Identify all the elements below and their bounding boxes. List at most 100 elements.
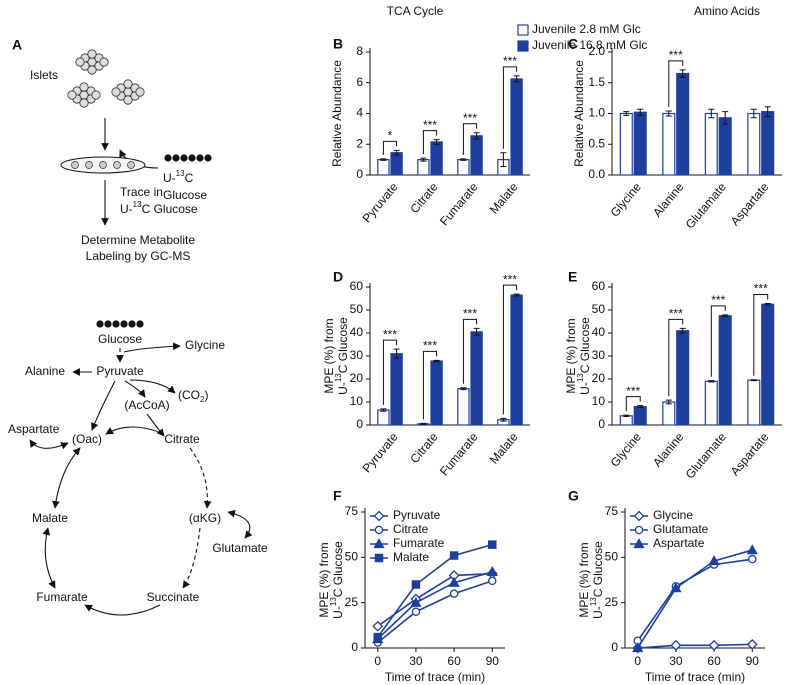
error-bar <box>460 387 467 391</box>
bar <box>633 406 647 426</box>
significance-label: *** <box>423 339 437 353</box>
y-tick-label: 8 <box>356 44 363 58</box>
significance-label: *** <box>711 293 725 307</box>
node: Glycine <box>185 338 225 352</box>
carbon-dot <box>136 320 144 328</box>
line <box>377 571 493 640</box>
y-tick-label: 40 <box>592 325 606 339</box>
point <box>410 596 422 607</box>
chart-title: Amino Acids <box>694 4 760 18</box>
x-tick-label: Glycine <box>608 180 645 220</box>
legend-label: Aspartate <box>653 536 705 550</box>
node: Aspartate <box>8 422 60 436</box>
point <box>708 555 720 566</box>
diagram: A Islets U-13C Glucose Trace in U-13C Gl… <box>8 37 268 616</box>
point <box>748 554 757 564</box>
carbon-dot <box>128 320 136 328</box>
legend-marker <box>374 525 384 535</box>
chart-title: TCA Cycle <box>387 4 444 18</box>
node: (Oac) <box>72 432 102 446</box>
y-tick-label: 25 <box>605 595 619 609</box>
x-tick-label: 0 <box>634 654 641 668</box>
bar <box>377 409 390 426</box>
y-tick-label: 50 <box>605 550 619 564</box>
carbon-dot <box>188 154 196 162</box>
legend-marker <box>633 510 645 522</box>
panel-label: F <box>333 488 342 504</box>
y-tick-label: 4 <box>356 106 363 120</box>
carbon-dot <box>164 154 172 162</box>
y-tick-label: 0 <box>356 417 363 431</box>
arrow <box>129 379 176 394</box>
legend-marker <box>373 538 385 549</box>
text-part: ) <box>204 388 208 402</box>
x-tick-label: Alanine <box>650 430 687 470</box>
error-bar <box>679 69 686 78</box>
significance-label: *** <box>383 327 397 341</box>
y-tick-label: 0 <box>611 640 618 654</box>
y-tick-label: 10 <box>350 394 364 408</box>
arrow <box>227 509 253 539</box>
point <box>670 639 682 651</box>
text-part: U- <box>336 382 350 395</box>
carbon-dot <box>120 320 128 328</box>
carbon-dot <box>104 320 112 328</box>
superscript: 13 <box>334 373 343 382</box>
bar <box>718 117 732 176</box>
x-tick-label: Glycine <box>608 430 645 470</box>
significance-bracket <box>422 350 438 420</box>
panel-label: A <box>12 37 22 53</box>
islet-cell <box>91 90 101 100</box>
error-bar <box>433 359 440 363</box>
significance-bracket <box>462 318 478 384</box>
x-tick-label: Alanine <box>650 180 687 220</box>
bar <box>676 330 690 426</box>
bar <box>470 135 483 176</box>
bar <box>430 360 443 426</box>
line <box>637 643 753 649</box>
y-axis-label: MPE (%) from <box>564 318 578 393</box>
y-tick-label: 6 <box>356 75 363 89</box>
islet-cell <box>123 95 133 105</box>
node: Succinate <box>147 590 200 604</box>
error-bar <box>722 111 729 125</box>
point <box>488 576 497 586</box>
y-axis-label: U-13C Glucose <box>329 541 345 619</box>
error-bar <box>665 399 672 405</box>
error-bar <box>513 75 520 83</box>
x-tick-label: 90 <box>486 654 500 668</box>
islet-cell <box>67 90 77 100</box>
arrow <box>84 604 161 616</box>
error-bar <box>637 405 644 409</box>
y-tick-label: 25 <box>345 595 359 609</box>
x-tick-label: Pyruvate <box>360 180 401 226</box>
islet-cell <box>99 57 109 67</box>
x-tick-label: 0 <box>374 654 381 668</box>
text-part: C Glucose <box>336 317 350 373</box>
line <box>377 580 493 644</box>
error-bar <box>750 108 757 119</box>
carbon-dot <box>204 154 212 162</box>
y-axis-label: U-13C Glucose <box>334 317 350 395</box>
legend-label: Juvenile 16.8 mM Glc <box>532 38 647 52</box>
error-bar <box>637 108 644 116</box>
point <box>372 620 384 632</box>
legend-marker <box>633 538 645 549</box>
legend-label: Glycine <box>653 508 693 522</box>
y-tick-label: 20 <box>350 371 364 385</box>
node: Alanine <box>25 364 65 378</box>
point <box>411 607 421 616</box>
text-part: C Glucose <box>142 202 198 216</box>
significance-bracket <box>710 305 726 377</box>
error-bar <box>764 106 771 118</box>
point <box>708 639 720 651</box>
significance-label: *** <box>503 54 517 68</box>
y-tick-label: 2 <box>356 136 363 150</box>
y-axis-label: Relative Abundance <box>572 60 586 167</box>
line <box>637 558 753 642</box>
text-part: C Glucose <box>331 541 345 597</box>
arrow <box>146 413 165 437</box>
significance-label: * <box>388 129 393 143</box>
x-tick-label: 30 <box>409 654 423 668</box>
legend-label: Citrate <box>393 522 429 536</box>
